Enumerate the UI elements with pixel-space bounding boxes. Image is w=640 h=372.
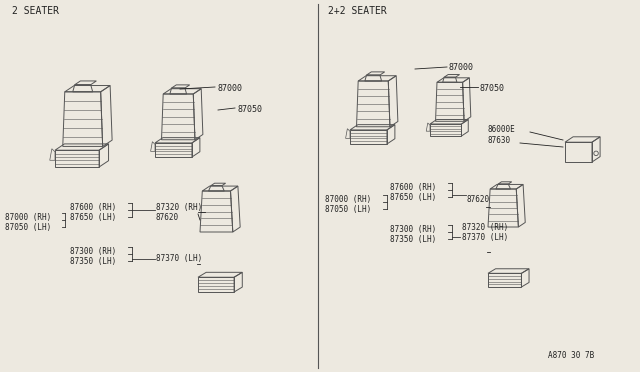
Text: 87370 (LH): 87370 (LH) bbox=[462, 233, 508, 242]
Text: 87600 (RH): 87600 (RH) bbox=[70, 203, 116, 212]
Text: 87000: 87000 bbox=[449, 62, 474, 71]
Text: 2 SEATER: 2 SEATER bbox=[12, 6, 59, 16]
Text: 87620: 87620 bbox=[155, 213, 178, 222]
Text: 87050: 87050 bbox=[480, 83, 505, 93]
Text: 87350 (LH): 87350 (LH) bbox=[70, 257, 116, 266]
Text: 87000 (RH): 87000 (RH) bbox=[5, 213, 51, 222]
Text: 87000 (RH): 87000 (RH) bbox=[325, 195, 371, 204]
Text: 87650 (LH): 87650 (LH) bbox=[70, 213, 116, 222]
Text: 2+2 SEATER: 2+2 SEATER bbox=[328, 6, 387, 16]
Text: 87320 (RH): 87320 (RH) bbox=[462, 223, 508, 232]
Text: A870 30 7B: A870 30 7B bbox=[548, 351, 595, 360]
Text: 87620: 87620 bbox=[467, 195, 490, 204]
Text: 87050: 87050 bbox=[237, 105, 262, 113]
Text: 87050 (LH): 87050 (LH) bbox=[325, 205, 371, 214]
Text: 87300 (RH): 87300 (RH) bbox=[390, 225, 436, 234]
Text: 87300 (RH): 87300 (RH) bbox=[70, 247, 116, 256]
Text: 87370 (LH): 87370 (LH) bbox=[156, 254, 202, 263]
Text: 87650 (LH): 87650 (LH) bbox=[390, 193, 436, 202]
Text: 87320 (RH): 87320 (RH) bbox=[156, 203, 202, 212]
Text: 87630: 87630 bbox=[488, 136, 511, 145]
Text: 87600 (RH): 87600 (RH) bbox=[390, 183, 436, 192]
Text: 86000E: 86000E bbox=[488, 125, 516, 134]
Text: 87000: 87000 bbox=[217, 83, 242, 93]
Text: 87050 (LH): 87050 (LH) bbox=[5, 223, 51, 232]
Text: 87350 (LH): 87350 (LH) bbox=[390, 235, 436, 244]
